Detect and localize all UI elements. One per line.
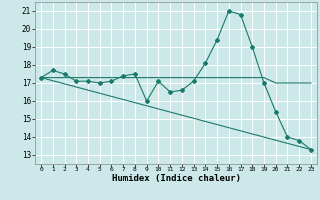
X-axis label: Humidex (Indice chaleur): Humidex (Indice chaleur): [111, 174, 241, 183]
